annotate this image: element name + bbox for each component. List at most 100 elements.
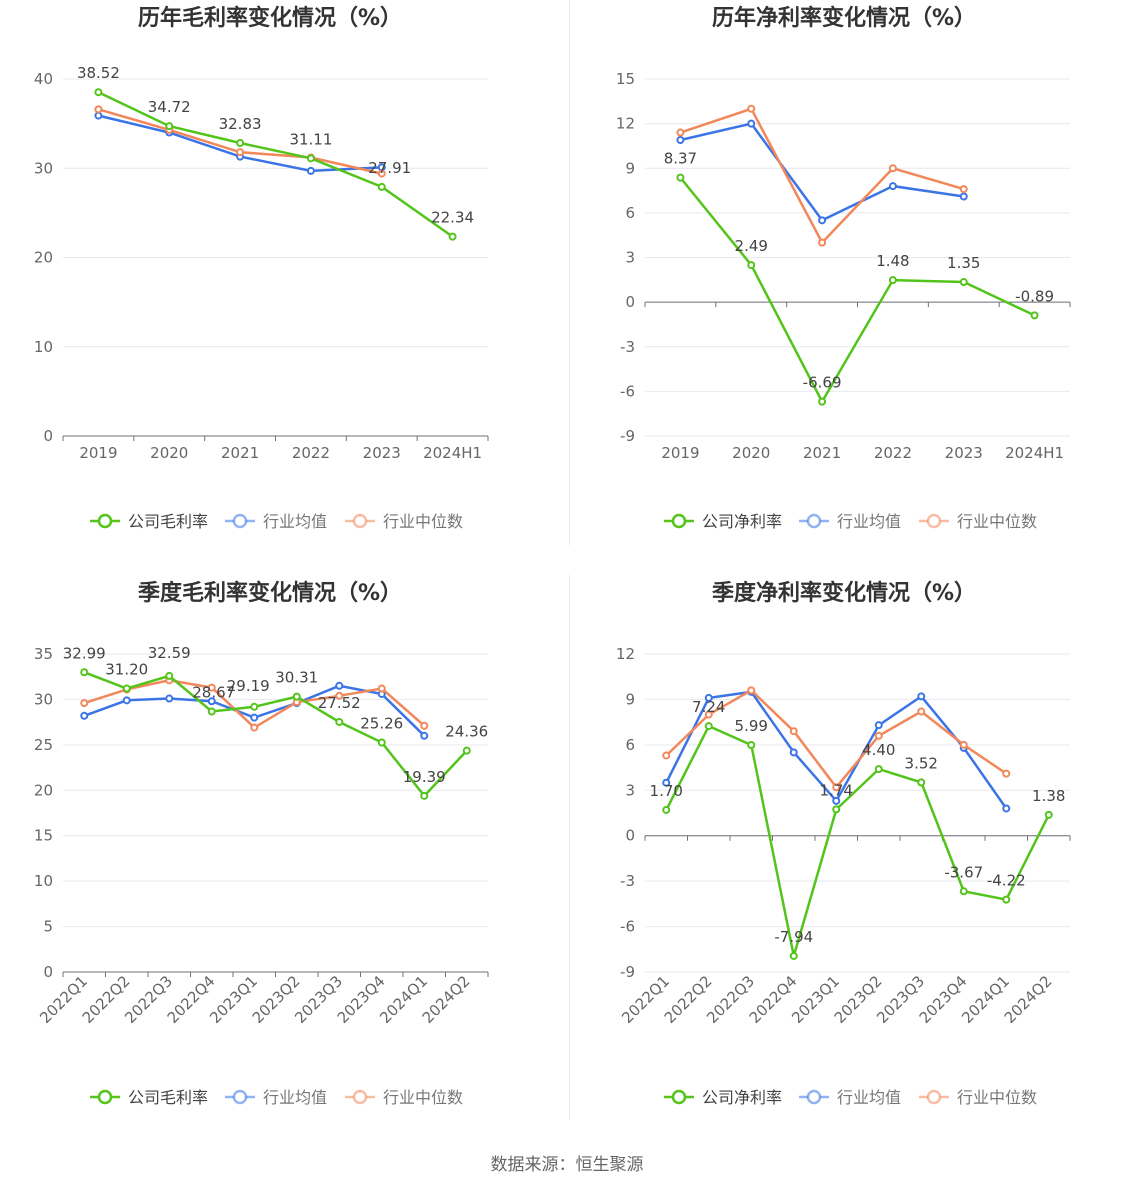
chart-panel-quarter-gross: 季度毛利率变化情况（%） 0 5 10 15 20 25 30 35 2022Q1 2022Q2 20…: [0, 575, 560, 1145]
legend-item-median[interactable]: 行业中位数: [919, 1088, 1037, 1107]
y-tick-label: 9: [625, 159, 635, 177]
data-point-company: [747, 741, 756, 750]
y-tick-label: 0: [625, 293, 635, 311]
data-point-median: [676, 128, 685, 137]
data-label: 28.67: [192, 684, 235, 702]
x-tick-label: 2021: [221, 444, 259, 462]
data-point-avg: [335, 681, 344, 690]
y-tick-label: 9: [625, 690, 635, 708]
legend-item-company[interactable]: 公司净利率: [664, 1088, 782, 1107]
data-point-median: [94, 105, 103, 114]
data-point-avg: [80, 711, 89, 720]
legend-marker: [97, 1089, 113, 1105]
legend-item-median[interactable]: 行业中位数: [345, 1088, 463, 1107]
panel-divider: [569, 0, 570, 545]
y-tick-label: 5: [43, 918, 53, 936]
y-tick-label: 15: [34, 827, 53, 845]
y-tick-label: -9: [620, 427, 635, 445]
data-point-company: [448, 232, 457, 241]
data-point-median: [420, 721, 429, 730]
data-label: -7.94: [774, 928, 813, 946]
legend-item-company[interactable]: 公司毛利率: [90, 1088, 208, 1107]
data-point-company: [888, 276, 897, 285]
x-tick-label: 2023: [945, 444, 983, 462]
legend-label: 行业中位数: [383, 512, 463, 531]
data-point-company: [662, 805, 671, 814]
data-point-median: [377, 684, 386, 693]
data-point-company: [1030, 311, 1039, 320]
data-point-company: [818, 397, 827, 406]
data-label: -4.22: [987, 872, 1026, 890]
legend-item-avg[interactable]: 行业均值: [225, 1088, 327, 1107]
data-point-median: [888, 164, 897, 173]
data-point-median: [207, 683, 216, 692]
chart-panel-annual-net: 历年净利率变化情况（%） -9 -6 -3 0 3 6 9 12 15 2019 2020 2021 20…: [574, 0, 1134, 570]
data-label: 31.11: [289, 130, 332, 148]
data-point-company: [789, 951, 798, 960]
data-point-company: [122, 684, 131, 693]
data-point-company: [236, 138, 245, 147]
legend-marker: [352, 1089, 368, 1105]
y-tick-label: -9: [620, 963, 635, 981]
y-tick-label: 10: [34, 872, 53, 890]
y-tick-label: -3: [620, 872, 635, 890]
data-label: 22.34: [431, 209, 474, 227]
data-point-company: [377, 182, 386, 191]
data-point-avg: [832, 796, 841, 805]
legend-item-company[interactable]: 公司毛利率: [90, 512, 208, 531]
data-label: 24.36: [445, 723, 488, 741]
legend-label: 行业中位数: [957, 1088, 1037, 1107]
legend-item-avg[interactable]: 行业均值: [799, 1088, 901, 1107]
legend-label: 行业均值: [837, 1088, 901, 1107]
data-label: 27.91: [368, 159, 411, 177]
legend-item-company[interactable]: 公司净利率: [664, 512, 782, 531]
series-line-avg: [680, 122, 964, 222]
data-label: -6.69: [803, 374, 842, 392]
data-point-avg: [959, 192, 968, 201]
data-point-company: [1044, 810, 1053, 819]
data-label: 1.38: [1032, 787, 1065, 805]
data-point-avg: [662, 778, 671, 787]
data-label: 8.37: [664, 150, 697, 168]
legend-item-median[interactable]: 行业中位数: [919, 512, 1037, 531]
y-tick-label: 0: [43, 427, 53, 445]
chart-panel-quarter-net: 季度净利率变化情况（%） -9 -6 -3 0 3 6 9 12 2022Q1 2022Q2 2022…: [574, 575, 1134, 1145]
data-point-avg: [94, 111, 103, 120]
legend-label: 行业均值: [263, 512, 327, 531]
y-tick-label: -6: [620, 382, 635, 400]
legend-marker: [97, 513, 113, 529]
data-label: 7.24: [692, 698, 725, 716]
data-point-company: [462, 746, 471, 755]
legend-item-median[interactable]: 行业中位数: [345, 512, 463, 531]
y-tick-label: 3: [625, 781, 635, 799]
chart-annual-gross-margin: 历年毛利率变化情况（%） 0 10 20 30 40 2019 2020 2021 2022 202…: [34, 5, 489, 531]
data-point-company: [250, 702, 259, 711]
legend-label: 公司净利率: [702, 512, 782, 531]
data-point-median: [959, 185, 968, 194]
data-point-median: [377, 169, 386, 178]
data-point-company: [420, 791, 429, 800]
data-point-company: [207, 707, 216, 716]
data-point-median: [874, 731, 883, 740]
data-label: 1.35: [947, 254, 980, 272]
y-tick-label: 6: [625, 736, 635, 754]
legend-item-avg[interactable]: 行业均值: [799, 512, 901, 531]
x-tick-label: 2024Q2: [1001, 972, 1056, 1027]
legend-label: 行业均值: [263, 1088, 327, 1107]
x-tick-label: 2022: [874, 444, 912, 462]
chart-title: 历年净利率变化情况（%）: [712, 5, 976, 31]
chart-quarter-gross-margin: 季度毛利率变化情况（%）051015202530352022Q12022Q220…: [34, 580, 489, 1107]
legend-marker: [926, 1089, 942, 1105]
data-point-company: [377, 738, 386, 747]
data-point-median: [335, 691, 344, 700]
series-line-company: [97, 91, 454, 238]
data-label: 29.19: [227, 677, 270, 695]
data-point-company: [874, 765, 883, 774]
data-point-company: [676, 173, 685, 182]
y-tick-label: 12: [616, 115, 635, 133]
data-point-median: [747, 686, 756, 695]
y-tick-label: 20: [34, 249, 53, 267]
data-label: 32.59: [148, 644, 191, 662]
legend-item-avg[interactable]: 行业均值: [225, 512, 327, 531]
data-label: 4.40: [862, 741, 895, 759]
